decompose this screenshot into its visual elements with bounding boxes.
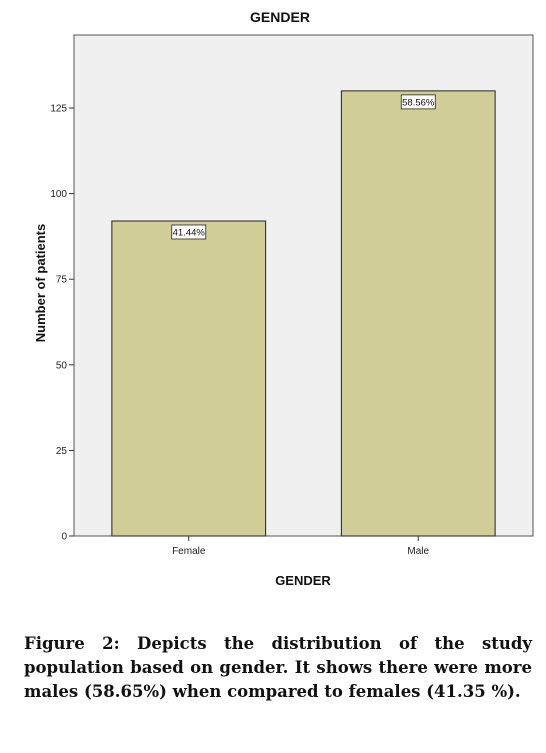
figure-caption: Figure 2: Depicts the distribution of th… [24, 634, 532, 701]
data-label: 58.56% [402, 97, 435, 108]
y-tick-label: 0 [61, 532, 67, 543]
y-tick-label: 75 [56, 275, 68, 286]
x-tick-label: Female [172, 546, 206, 557]
y-tick-label: 100 [50, 189, 67, 200]
y-tick-label: 125 [50, 104, 67, 115]
data-label-box [171, 224, 207, 240]
y-tick-label: 50 [56, 360, 68, 371]
bars: 41.44% 58.56% [111, 90, 496, 537]
x-axis-ticks: Female Male [172, 536, 430, 557]
y-axis-ticks: 0 25 50 75 100 125 [50, 104, 74, 543]
bar-chart: GENDER 0 25 50 75 100 125 41.44% 58.56% Female… [33, 9, 534, 588]
data-label: 41.44% [173, 227, 206, 238]
chart-title: GENDER [250, 9, 310, 25]
bar-male [340, 90, 496, 537]
y-tick-label: 25 [56, 446, 68, 457]
x-axis-title: GENDER [275, 573, 331, 588]
y-axis-title: Number of patients [33, 224, 48, 342]
bar-female [111, 220, 267, 537]
data-label-box [400, 94, 436, 110]
x-tick-label: Male [407, 546, 429, 557]
